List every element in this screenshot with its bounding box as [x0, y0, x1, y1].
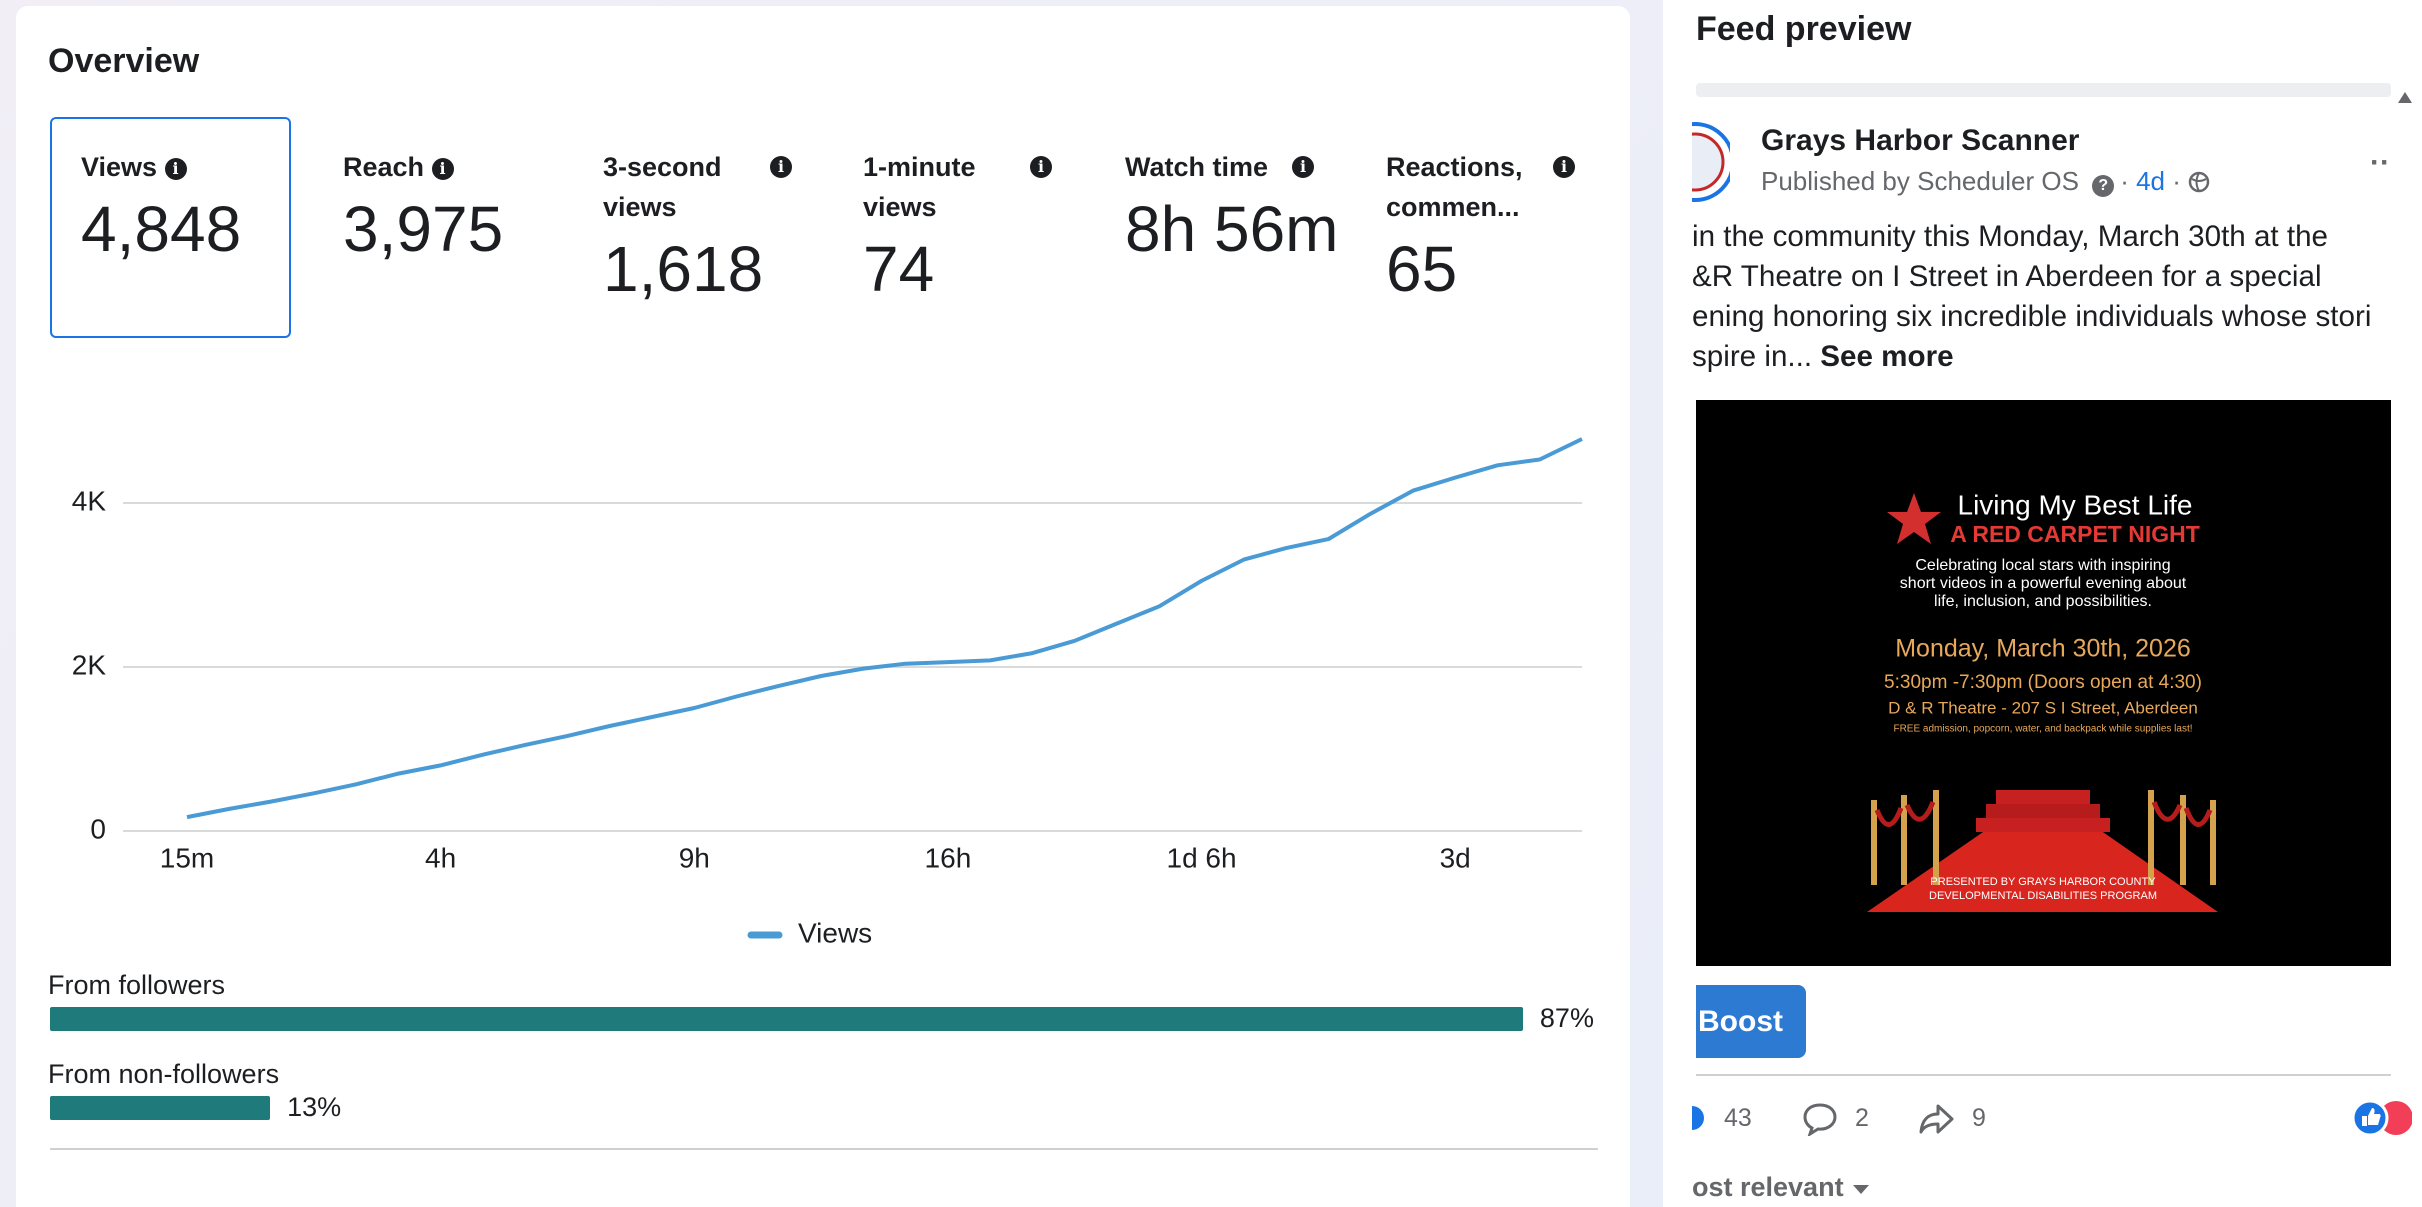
audience-bar [50, 1096, 271, 1120]
metric-tile[interactable]: Watch time i 8h 56m [1125, 147, 1355, 263]
metric-value: 4,848 [81, 193, 242, 265]
divider [1696, 1074, 2391, 1076]
like-icon [1692, 1106, 1704, 1130]
metric-tile[interactable]: Reactions, commen... i 65 [1386, 147, 1616, 303]
metric-tile[interactable]: Reach i 3,975 [343, 147, 573, 263]
info-icon[interactable]: i [431, 158, 454, 180]
metric-tile[interactable]: 1-minute views i 74 [863, 147, 1093, 303]
comment-count[interactable]: 2 [1855, 1104, 1869, 1132]
metric-tile[interactable]: Views i 4,848 [81, 147, 311, 263]
y-tick-label: 0 [90, 813, 106, 844]
help-icon[interactable]: ? [2092, 175, 2115, 197]
comment-icon[interactable] [1802, 1102, 1838, 1136]
media-venue: D & R Theatre - 207 S I Street, Aberdeen [1888, 698, 2198, 717]
divider [50, 1148, 1598, 1150]
engagement-row: 43 2 9 [1692, 1098, 2412, 1138]
audience-label: From non-followers [48, 1059, 280, 1089]
reaction-icons [2351, 1100, 2412, 1136]
text-line: &R Theatre on I Street in Aberdeen for a… [1692, 260, 2322, 293]
globe-icon [2188, 171, 2210, 193]
x-tick-label: 4h [425, 842, 456, 873]
media-presenter: PRESENTED BY GRAYS HARBOR COUNTY [1930, 876, 2156, 888]
scroll-arrow[interactable] [2395, 88, 2415, 108]
media-blurb: life, inclusion, and possibilities. [1934, 593, 2152, 610]
x-tick-label: 3d [1440, 842, 1471, 873]
text-line: in the community this Monday, March 30th… [1692, 220, 2329, 253]
sort-label: ost relevant [1692, 1172, 1844, 1202]
like-count[interactable]: 43 [1724, 1104, 1752, 1132]
info-icon[interactable]: i [164, 158, 187, 180]
media-presenter: DEVELOPMENTAL DISABILITIES PROGRAM [1929, 890, 2157, 902]
comment-sort[interactable]: ost relevant [1692, 1172, 1871, 1203]
metric-value: 1,618 [603, 233, 764, 305]
x-tick-label: 9h [679, 842, 710, 873]
avatar[interactable] [1692, 120, 1730, 204]
audience-breakdown: From followers 87% From non-followers 13% [0, 970, 1630, 1150]
text-line: ening honoring six incredible individual… [1692, 300, 2372, 333]
publisher: Published by Scheduler OS [1761, 166, 2079, 196]
post-media[interactable]: Living My Best Life A RED CARPET NIGHT C… [1696, 400, 2391, 966]
post-meta: Published by Scheduler OS ? · 4d · [1761, 166, 2210, 197]
audience-value: 87% [1539, 1003, 1594, 1033]
metric-value: 8h 56m [1125, 193, 1339, 265]
metric-label: 3-second views [603, 152, 722, 222]
post: Grays Harbor Scanner Published by Schedu… [1692, 120, 2392, 1207]
caret [1853, 1185, 1870, 1194]
metric-label: Watch time [1125, 152, 1269, 182]
metric-value: 74 [863, 233, 935, 305]
info-icon[interactable]: i [770, 156, 792, 178]
audience-label: From followers [48, 970, 226, 1000]
selected-tile[interactable] [50, 117, 291, 338]
info-icon[interactable]: i [1030, 156, 1052, 178]
overview-title: Overview [48, 42, 200, 80]
audience-bar [50, 1007, 1523, 1031]
legend-label: Views [798, 917, 872, 948]
post-age[interactable]: 4d [2136, 166, 2166, 196]
media-blurb: short videos in a powerful evening about [1900, 575, 2187, 592]
y-tick-label: 2K [72, 649, 107, 680]
media-subtitle: A RED CARPET NIGHT [1950, 521, 2200, 547]
y-tick-label: 4K [72, 485, 107, 516]
boost-button[interactable]: Boost [1696, 985, 1806, 1058]
share-icon[interactable] [1918, 1102, 1956, 1136]
info-icon[interactable]: i [1292, 156, 1314, 178]
metric-label: Reach [343, 152, 425, 182]
metric-value: 3,975 [343, 193, 504, 265]
overview-card [16, 6, 1630, 1207]
more-menu[interactable]: ··· [2370, 146, 2392, 179]
media-title: Living My Best Life [1958, 489, 2193, 520]
media-blurb: Celebrating local stars with inspiring [1915, 557, 2170, 574]
x-tick-label: 1d 6h [1167, 842, 1237, 873]
series-line [186, 437, 1583, 820]
page-name[interactable]: Grays Harbor Scanner [1761, 124, 2080, 157]
metric-tile[interactable]: 3-second views i 1,618 [603, 147, 833, 303]
metric-value: 65 [1386, 233, 1458, 305]
metric-label: 1-minute views [863, 152, 976, 222]
feed-title: Feed preview [1696, 10, 1912, 48]
scroll-track [1696, 83, 2391, 97]
media-note: FREE admission, popcorn, water, and back… [1893, 724, 2192, 735]
share-count[interactable]: 9 [1972, 1104, 1986, 1132]
audience-value: 13% [287, 1092, 342, 1122]
metric-label: Views [81, 152, 158, 182]
info-icon[interactable]: i [1553, 156, 1575, 178]
x-tick-label: 15m [160, 842, 214, 873]
see-more[interactable]: See more [1820, 340, 1954, 373]
metric-label: Reactions, commen... [1386, 152, 1523, 222]
media-time: 5:30pm -7:30pm (Doors open at 4:30) [1884, 672, 2202, 693]
x-tick-label: 16h [925, 842, 972, 873]
media-date: Monday, March 30th, 2026 [1895, 635, 2191, 663]
post-text: in the community this Monday, March 30th… [1692, 217, 2371, 377]
line-chart: 0 2K 4K 15m 4h 9h 16h 1d 6h 3d Views [72, 437, 1583, 948]
text-line: spire in... [1692, 340, 1821, 373]
